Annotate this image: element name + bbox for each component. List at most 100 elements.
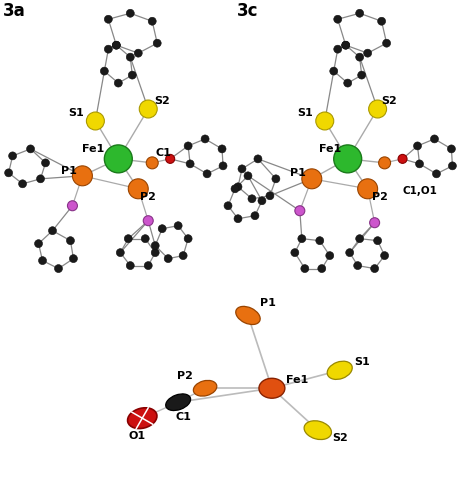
Ellipse shape xyxy=(236,306,260,325)
Circle shape xyxy=(301,265,309,272)
Circle shape xyxy=(126,9,134,17)
Circle shape xyxy=(134,49,142,57)
Circle shape xyxy=(316,237,324,244)
Circle shape xyxy=(244,172,252,180)
Circle shape xyxy=(5,169,13,177)
Circle shape xyxy=(153,39,161,47)
Circle shape xyxy=(9,152,17,160)
Text: S1: S1 xyxy=(354,357,370,367)
Circle shape xyxy=(218,145,226,153)
Circle shape xyxy=(184,142,192,150)
Text: S1: S1 xyxy=(297,108,313,118)
Circle shape xyxy=(381,252,389,259)
Ellipse shape xyxy=(128,408,157,428)
Circle shape xyxy=(201,135,209,143)
Circle shape xyxy=(73,166,92,186)
Text: 3a: 3a xyxy=(3,2,26,20)
Circle shape xyxy=(447,145,456,153)
Circle shape xyxy=(334,45,342,53)
Circle shape xyxy=(231,185,239,193)
Circle shape xyxy=(104,145,132,173)
Ellipse shape xyxy=(304,421,331,439)
Circle shape xyxy=(112,41,120,49)
Circle shape xyxy=(258,197,266,205)
Circle shape xyxy=(356,9,364,17)
Circle shape xyxy=(114,79,122,87)
Circle shape xyxy=(104,15,112,23)
Circle shape xyxy=(158,225,166,233)
Circle shape xyxy=(416,160,423,168)
Ellipse shape xyxy=(327,361,352,379)
Circle shape xyxy=(334,145,362,173)
Circle shape xyxy=(354,261,362,270)
Circle shape xyxy=(184,235,192,242)
Text: P2: P2 xyxy=(372,192,388,202)
Circle shape xyxy=(128,179,148,199)
Circle shape xyxy=(139,100,157,118)
Text: 3c: 3c xyxy=(237,2,259,20)
Circle shape xyxy=(148,17,156,25)
Circle shape xyxy=(302,169,322,189)
Circle shape xyxy=(358,71,365,79)
Circle shape xyxy=(266,192,274,200)
Circle shape xyxy=(27,145,35,153)
Circle shape xyxy=(371,265,379,272)
Circle shape xyxy=(203,170,211,178)
Circle shape xyxy=(151,249,159,257)
Circle shape xyxy=(55,265,63,272)
Circle shape xyxy=(364,49,372,57)
Circle shape xyxy=(316,112,334,130)
Circle shape xyxy=(370,218,380,227)
Circle shape xyxy=(379,157,391,169)
Text: O1: O1 xyxy=(129,431,146,441)
Circle shape xyxy=(298,235,306,242)
Circle shape xyxy=(342,41,350,49)
Circle shape xyxy=(124,235,132,242)
Text: Fe1: Fe1 xyxy=(82,144,104,154)
Circle shape xyxy=(174,222,182,230)
Circle shape xyxy=(254,155,262,163)
Circle shape xyxy=(413,142,421,150)
Circle shape xyxy=(272,175,280,183)
Text: C1,O1: C1,O1 xyxy=(402,186,437,196)
Circle shape xyxy=(342,41,350,49)
Circle shape xyxy=(128,71,136,79)
Circle shape xyxy=(398,154,407,164)
Circle shape xyxy=(86,112,104,130)
Ellipse shape xyxy=(259,378,285,398)
Circle shape xyxy=(104,45,112,53)
Circle shape xyxy=(318,265,326,272)
Circle shape xyxy=(448,162,456,170)
Text: Fe1: Fe1 xyxy=(286,375,308,385)
Text: S2: S2 xyxy=(332,433,347,443)
Circle shape xyxy=(164,255,172,263)
Text: P1: P1 xyxy=(260,299,276,308)
Circle shape xyxy=(369,100,387,118)
Circle shape xyxy=(383,39,391,47)
Circle shape xyxy=(430,135,438,143)
Circle shape xyxy=(166,154,174,164)
Circle shape xyxy=(126,261,134,270)
Text: P1: P1 xyxy=(61,166,76,176)
Text: P2: P2 xyxy=(140,192,156,202)
Circle shape xyxy=(291,249,299,257)
Text: Fe1: Fe1 xyxy=(319,144,341,154)
Circle shape xyxy=(144,261,152,270)
Circle shape xyxy=(179,252,187,259)
Text: S1: S1 xyxy=(69,108,84,118)
Circle shape xyxy=(432,170,440,178)
Circle shape xyxy=(38,257,46,265)
Circle shape xyxy=(70,255,77,263)
Circle shape xyxy=(295,206,305,216)
Circle shape xyxy=(116,249,124,257)
Circle shape xyxy=(112,41,120,49)
Circle shape xyxy=(358,179,378,199)
Circle shape xyxy=(344,79,352,87)
Circle shape xyxy=(143,216,153,226)
Circle shape xyxy=(35,240,43,248)
Text: C1: C1 xyxy=(155,148,171,158)
Circle shape xyxy=(151,242,159,250)
Text: S2: S2 xyxy=(155,96,170,106)
Circle shape xyxy=(234,215,242,223)
Circle shape xyxy=(378,17,386,25)
